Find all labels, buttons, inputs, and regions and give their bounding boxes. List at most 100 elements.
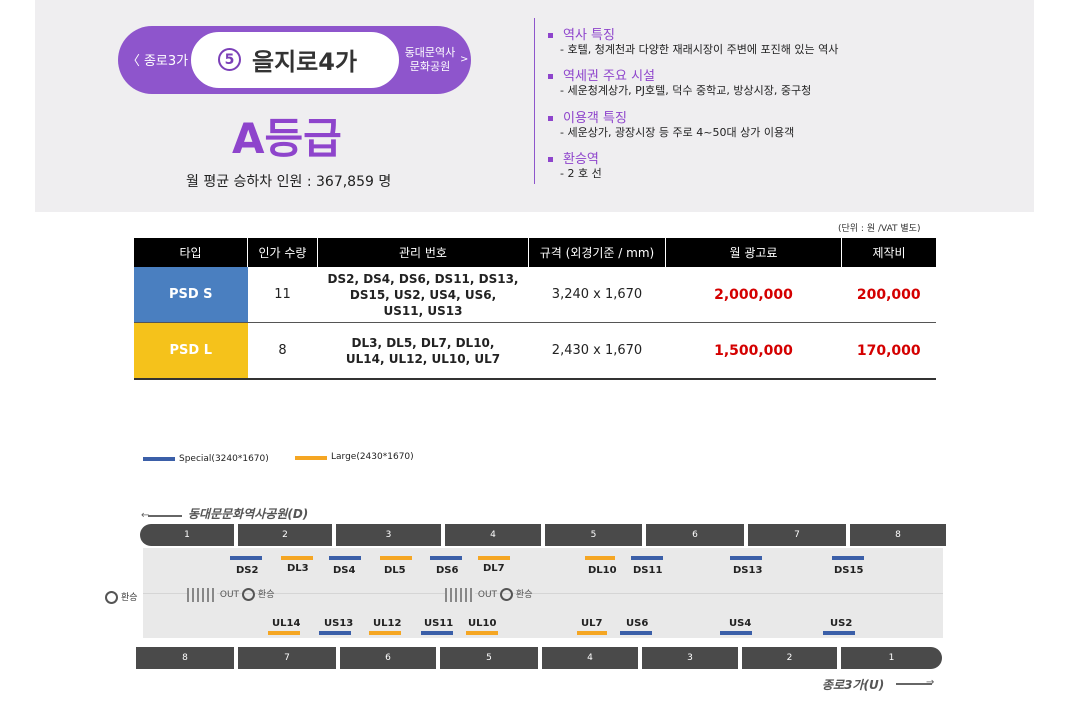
table-row: PSD L 8 DL3, DL5, DL7, DL10, UL14, UL12,… <box>134 322 936 380</box>
monthly-fee-cell: 1,500,000 <box>665 322 842 380</box>
next-station-link[interactable]: 동대문역사 문화공원 <box>398 46 462 74</box>
location-code: US13 <box>324 618 354 629</box>
arrow-right-icon <box>896 683 932 685</box>
location-code: DL7 <box>483 563 505 574</box>
chevron-right-icon[interactable]: > <box>460 54 469 65</box>
door-segment: 8 <box>850 524 946 546</box>
info-title: 역세권 주요 시설 <box>548 65 655 84</box>
codes-line: DL3, DL5, DL7, DL10, <box>351 335 495 350</box>
type-cell: PSD S <box>134 267 248 323</box>
next-station-line1: 동대문역사 <box>404 46 456 59</box>
type-cell: PSD L <box>134 322 248 380</box>
arrow-head-icon: → <box>926 677 935 688</box>
marker-large <box>478 556 510 560</box>
marker-special <box>730 556 762 560</box>
column-header: 월 광고료 <box>665 238 842 267</box>
transfer-indicator: 환승 <box>105 590 138 604</box>
door-segment: 5 <box>440 647 538 669</box>
marker-large <box>466 631 498 635</box>
legend-special-label: Special(3240*1670) <box>179 454 269 464</box>
location-code: DL3 <box>287 563 309 574</box>
info-title: 역사 특징 <box>548 24 615 43</box>
marker-large <box>585 556 615 560</box>
location-code: UL14 <box>272 618 301 629</box>
gate-icon <box>187 587 217 602</box>
marker-special <box>329 556 361 560</box>
legend-large-swatch <box>295 456 327 460</box>
arrow-head-icon: ← <box>141 510 150 521</box>
door-segment: 8 <box>136 647 234 669</box>
divider <box>534 18 535 184</box>
door-segment: 3 <box>642 647 738 669</box>
door-segment: 5 <box>545 524 642 546</box>
location-code: UL12 <box>373 618 402 629</box>
ridership-text: 월 평균 승하차 인원 : 367,859 명 <box>186 174 392 190</box>
codes-line: DS15, US2, US4, US6, <box>349 287 497 302</box>
location-code: US11 <box>424 618 454 629</box>
column-header: 타입 <box>134 238 248 267</box>
door-segment: 4 <box>542 647 638 669</box>
door-segment: 3 <box>336 524 441 546</box>
marker-special <box>720 631 752 635</box>
marker-special <box>430 556 462 560</box>
exit-gate: OUT 환승 <box>445 587 532 602</box>
marker-special <box>421 631 453 635</box>
ad-price-table: 타입 인가 수량 관리 번호 규격 (외경기준 / mm) 월 광고료 제작비 … <box>134 238 936 380</box>
bullet-icon <box>548 33 553 38</box>
location-code: UL7 <box>581 618 603 629</box>
prev-station-link[interactable]: 〈 종로3가 <box>126 54 189 69</box>
table-row: PSD S 11 DS2, DS4, DS6, DS11, DS13, DS15… <box>134 267 936 323</box>
location-code: US4 <box>729 618 752 629</box>
transfer-icon <box>499 588 513 601</box>
marker-special <box>832 556 864 560</box>
bullet-icon <box>548 116 553 121</box>
door-segment: 1 <box>140 524 234 546</box>
line-number-badge: 5 <box>218 48 241 71</box>
codes-line: UL14, UL12, UL10, UL7 <box>345 351 501 366</box>
table-header-row: 타입 인가 수량 관리 번호 규격 (외경기준 / mm) 월 광고료 제작비 <box>134 238 936 267</box>
qty-cell: 8 <box>247 322 318 380</box>
location-code: UL10 <box>468 618 497 629</box>
production-cost-cell: 200,000 <box>841 267 936 323</box>
station-grade: A등급 <box>232 114 342 163</box>
direction-label-top: 동대문문화역사공원(D) <box>188 507 309 521</box>
door-segment: 1 <box>841 647 942 669</box>
info-text: - 세운청계상가, PJ호텔, 덕수 중학교, 방상시장, 중구청 <box>560 84 812 97</box>
location-code: US6 <box>626 618 649 629</box>
location-code: DS13 <box>733 565 763 576</box>
door-segment: 2 <box>742 647 837 669</box>
marker-special <box>620 631 652 635</box>
door-segment: 2 <box>238 524 332 546</box>
info-text: - 호텔, 청계천과 다양한 재래시장이 주변에 포진해 있는 역사 <box>560 43 839 56</box>
info-title: 이용객 특징 <box>548 107 627 126</box>
direction-label-bottom: 종로3가(U) <box>822 678 885 692</box>
bullet-icon <box>548 157 553 162</box>
monthly-fee-cell: 2,000,000 <box>665 267 842 323</box>
column-header: 관리 번호 <box>317 238 529 267</box>
arrow-left-icon <box>148 515 182 517</box>
codes-cell: DS2, DS4, DS6, DS11, DS13, DS15, US2, US… <box>317 267 529 323</box>
next-station-line2: 문화공원 <box>409 60 451 73</box>
transfer-icon <box>241 588 255 601</box>
marker-large <box>577 631 607 635</box>
gate-icon <box>445 587 475 602</box>
codes-line: US11, US13 <box>383 303 463 318</box>
door-segment: 7 <box>238 647 336 669</box>
marker-large <box>369 631 401 635</box>
marker-special <box>230 556 262 560</box>
location-code: DS11 <box>633 565 663 576</box>
production-cost-cell: 170,000 <box>841 322 936 380</box>
marker-special <box>823 631 855 635</box>
marker-large <box>281 556 313 560</box>
bullet-icon <box>548 74 553 79</box>
size-cell: 3,240 x 1,670 <box>528 267 666 323</box>
location-code: DL10 <box>588 565 617 576</box>
location-code: DS4 <box>333 565 356 576</box>
info-text: - 2 호 선 <box>560 167 602 180</box>
size-cell: 2,430 x 1,670 <box>528 322 666 380</box>
door-segment: 6 <box>340 647 436 669</box>
location-code: DS2 <box>236 565 259 576</box>
marker-special <box>319 631 351 635</box>
location-code: US2 <box>830 618 853 629</box>
info-text: - 세운상가, 광장시장 등 주로 4~50대 상가 이용객 <box>560 126 795 139</box>
